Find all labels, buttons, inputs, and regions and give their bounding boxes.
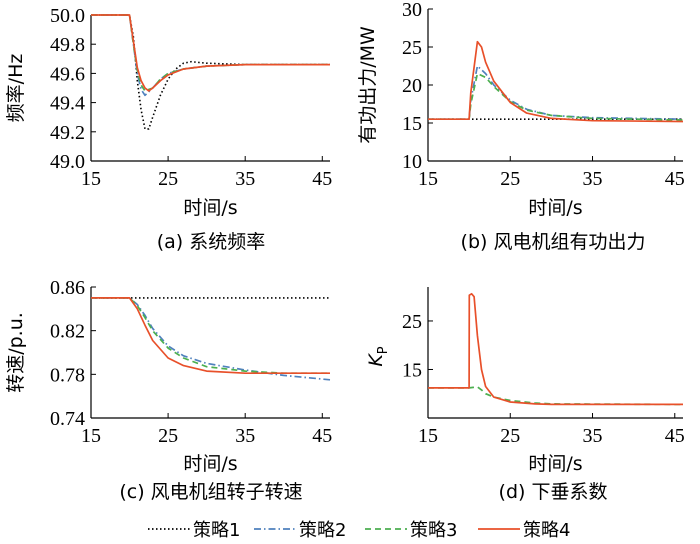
legend-label: 策略2 (299, 520, 346, 541)
y-tick-label: 20 (402, 75, 422, 97)
series-line-策略2 (91, 297, 331, 381)
chart-panel-0: 15 25 35 45 49.0 49.2 49.4 49.6 49.8 50.0 时间/s 频率/H… (5, 5, 332, 253)
x-tick-label: 25 (158, 168, 178, 190)
x-tick-label: 15 (81, 168, 101, 190)
x-axis-label: 时间/s (183, 453, 237, 475)
x-tick-label: 15 (418, 425, 438, 447)
y-tick-label: 10 (402, 151, 422, 173)
y-tick-label: 25 (402, 37, 422, 59)
panel-caption: (a) 系统频率 (157, 231, 266, 253)
x-axis-label: 时间/s (183, 197, 237, 219)
series-line-策略3 (428, 72, 684, 121)
x-tick-label: 25 (500, 425, 520, 447)
x-tick-label: 25 (158, 425, 178, 447)
x-tick-label: 45 (665, 425, 685, 447)
y-tick-label: 49.0 (50, 151, 85, 173)
y-axis-label: 转速/p.u. (5, 312, 27, 393)
x-tick-label: 35 (583, 425, 603, 447)
series-line-策略3 (91, 14, 330, 92)
y-tick-label: 15 (402, 359, 422, 381)
y-tick-label: 49.8 (50, 34, 85, 56)
y-tick-label: 49.2 (50, 122, 85, 144)
x-tick-label: 35 (235, 425, 255, 447)
x-tick-label: 45 (665, 168, 685, 190)
x-axis-label: 时间/s (528, 197, 582, 219)
x-axis-label: 时间/s (528, 453, 582, 475)
y-tick-label: 0.86 (50, 277, 85, 299)
y-tick-label: 30 (402, 0, 422, 21)
x-tick-label: 45 (312, 425, 332, 447)
x-tick-label: 15 (418, 168, 438, 190)
panel-caption: (d) 下垂系数 (499, 481, 608, 503)
x-tick-label: 15 (81, 425, 101, 447)
legend-label: 策略4 (523, 520, 570, 541)
series-line-策略2 (91, 14, 330, 97)
y-tick-label: 25 (402, 311, 422, 333)
series-line-策略4 (428, 40, 684, 123)
series-line-策略4 (428, 292, 683, 406)
y-axis-label: 频率/Hz (5, 54, 27, 123)
y-axis-label-subscript: P (376, 346, 391, 354)
series-line-策略3 (428, 386, 684, 406)
x-tick-label: 35 (583, 168, 603, 190)
y-tick-label: 0.82 (50, 321, 85, 343)
x-tick-label: 35 (235, 168, 255, 190)
panel-caption: (b) 风电机组有功出力 (461, 231, 646, 253)
y-axis-label: 有功出力/MW (357, 26, 379, 144)
y-tick-label: 49.6 (50, 63, 85, 85)
y-tick-label: 0.78 (50, 364, 85, 386)
chart-panel-3: 15 25 35 45 15 25 时间/s KP (d) 下垂系数 (365, 287, 685, 503)
x-tick-label: 25 (500, 168, 520, 190)
series-line-策略4 (91, 297, 330, 375)
series-line-策略4 (91, 14, 330, 92)
legend: 策略1 策略2 策略3 策略4 (148, 520, 570, 541)
panel-caption: (c) 风电机组转子转速 (119, 481, 302, 503)
x-tick-label: 45 (312, 168, 332, 190)
y-tick-label: 15 (402, 113, 422, 135)
y-tick-label: 50.0 (50, 5, 85, 27)
series-line-策略2 (428, 65, 684, 121)
series-line-策略3 (91, 297, 330, 375)
chart-panel-2: 15 25 35 45 0.74 0.78 0.82 0.86 时间/s 转速/p.u. (c) 风… (5, 277, 332, 503)
y-axis-label: KP (365, 346, 391, 366)
legend-label: 策略3 (410, 520, 457, 541)
legend-label: 策略1 (193, 520, 240, 541)
y-tick-label: 0.74 (50, 408, 85, 430)
series-line-策略1 (91, 14, 330, 130)
y-tick-label: 49.4 (50, 93, 85, 115)
